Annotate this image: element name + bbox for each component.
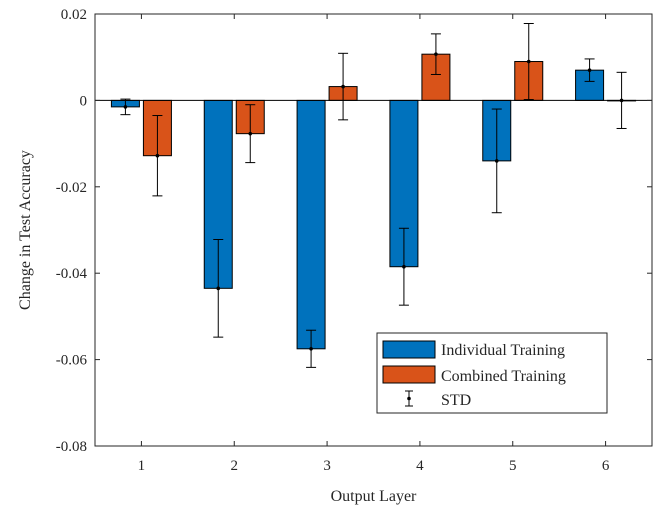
errorbar-s0-4 — [398, 227, 409, 306]
legend-errorbar-icon — [405, 390, 413, 407]
y-tick-label: 0.02 — [61, 7, 87, 23]
y-tick-label: -0.08 — [56, 439, 87, 455]
errorbar-s0-2 — [213, 239, 224, 338]
x-axis: 1 2 3 4 5 6 — [138, 14, 610, 474]
errorbar-s0-6 — [584, 58, 595, 82]
legend-label-individual: Individual Training — [441, 342, 565, 359]
legend: Individual Training Combined Training ST… — [376, 332, 608, 414]
y-axis-label: Change in Test Accuracy — [17, 150, 34, 310]
x-tick-label: 1 — [138, 458, 146, 474]
errorbar-s0-3 — [306, 329, 317, 368]
errorbar-s1-3 — [338, 52, 349, 121]
bars-layer — [110, 53, 637, 350]
legend-swatch-combined — [382, 365, 436, 384]
x-tick-label: 5 — [509, 458, 517, 474]
x-tick-label: 2 — [231, 458, 239, 474]
errorbar-s0-1 — [120, 98, 131, 116]
x-tick-label: 6 — [602, 458, 610, 474]
legend-swatch-individual — [382, 340, 436, 359]
plot-frame — [94, 13, 653, 447]
legend-label-std: STD — [441, 392, 471, 409]
y-tick-label: -0.02 — [56, 180, 87, 196]
errorbar-s1-5 — [523, 23, 534, 101]
y-axis: 0.02 0 -0.02 -0.04 -0.06 -0.08 — [56, 7, 652, 455]
bar-s0-3 — [296, 99, 326, 350]
x-tick-label: 3 — [323, 458, 331, 474]
errorbar-s1-2 — [245, 104, 256, 164]
errorbar-s1-1 — [152, 115, 163, 197]
errorbar-s0-5 — [491, 108, 502, 214]
errorbar-s1-4 — [430, 33, 441, 75]
y-tick-label: -0.04 — [56, 266, 88, 282]
y-tick-label: 0 — [80, 93, 88, 109]
x-axis-label: Output Layer — [331, 488, 417, 505]
legend-label-combined: Combined Training — [441, 368, 566, 385]
y-tick-label: -0.06 — [56, 353, 88, 369]
x-tick-label: 4 — [416, 458, 424, 474]
